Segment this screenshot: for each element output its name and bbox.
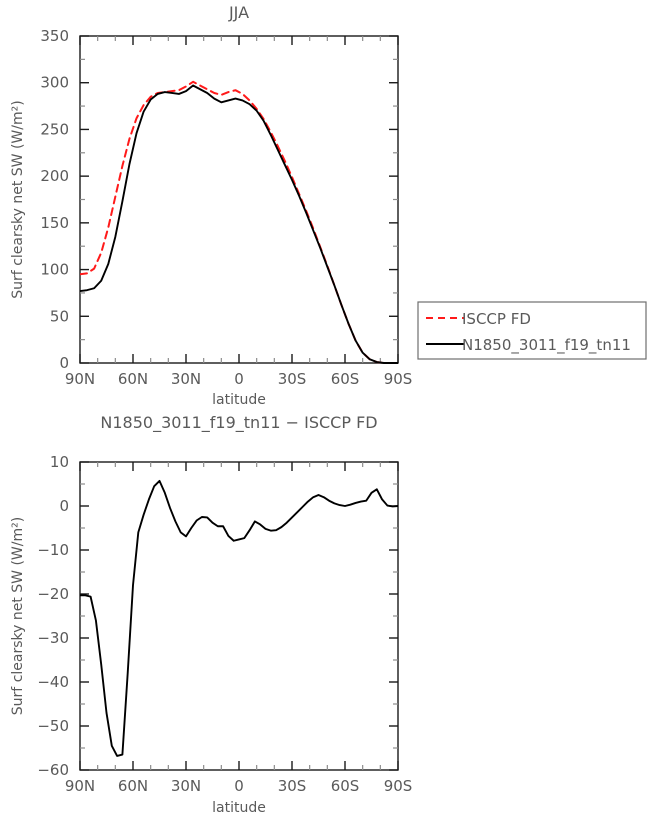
y-tick-label: 300	[40, 74, 69, 92]
plot-frame	[79, 35, 399, 364]
x-tick-label: 60S	[331, 777, 360, 795]
series-line-n1850-3011-f19-tn11	[80, 84, 398, 364]
x-tick-label: 90S	[384, 370, 413, 388]
legend-label-model: N1850_3011_f19_tn11	[462, 336, 631, 355]
y-tick-label: 10	[50, 453, 69, 471]
y-tick-label: −10	[37, 541, 69, 559]
y-tick-label: 250	[40, 120, 69, 138]
panel-top-panel: JJA 90N 60N 30N 0 30S 60S 90S 0 50 100 150 200 250 300…	[10, 3, 412, 408]
y-tick-label: 100	[40, 261, 69, 279]
panel-title: N1850_3011_f19_tn11 − ISCCP FD	[100, 413, 377, 433]
y-tick-label: −20	[37, 585, 69, 603]
x-tick-label: 90S	[384, 777, 413, 795]
x-axis-label: latitude	[212, 800, 266, 816]
y-tick-label: 200	[40, 167, 69, 185]
y-tick-label: −50	[37, 717, 69, 735]
legend-label-isccp: ISCCP FD	[462, 310, 531, 328]
y-tick-label: 350	[40, 27, 69, 45]
x-tick-label: 60S	[331, 370, 360, 388]
x-tick-label: 60N	[118, 777, 148, 795]
x-tick-label: 30N	[171, 370, 201, 388]
legend-box	[417, 301, 647, 360]
x-tick-label: 0	[234, 777, 244, 795]
series-group	[80, 80, 398, 364]
y-tick-label: −30	[37, 629, 69, 647]
x-tick-label: 0	[234, 370, 244, 388]
x-tick-label: 60N	[118, 370, 148, 388]
plot-frame	[79, 461, 399, 771]
y-tick-label: −40	[37, 673, 69, 691]
x-tick-label: 30S	[278, 370, 307, 388]
y-tick-label: 0	[59, 354, 69, 372]
y-axis-label: Surf clearsky net SW (W/m²)	[10, 100, 26, 298]
legend: ISCCP FD N1850_3011_f19_tn11	[417, 301, 647, 360]
panel-bottom-panel: N1850_3011_f19_tn11 − ISCCP FD 90N 60N 30N 0…	[10, 413, 412, 816]
x-tick-label: 30N	[171, 777, 201, 795]
y-axis-label: Surf clearsky net SW (W/m²)	[10, 517, 26, 715]
x-tick-label: 90N	[65, 370, 95, 388]
x-tick-label: 30S	[278, 777, 307, 795]
y-tick-label: −60	[37, 761, 69, 779]
x-axis-label: latitude	[212, 392, 266, 408]
series-group	[80, 479, 398, 757]
y-tick-label: 50	[50, 307, 69, 325]
series-line-isccp-fd	[80, 80, 398, 364]
y-tick-label: 150	[40, 214, 69, 232]
panel-title: JJA	[228, 3, 249, 22]
x-tick-label: 90N	[65, 777, 95, 795]
y-tick-label: 0	[59, 497, 69, 515]
series-line-n1850-3011-f19-tn11-isccp-fd	[80, 479, 398, 757]
